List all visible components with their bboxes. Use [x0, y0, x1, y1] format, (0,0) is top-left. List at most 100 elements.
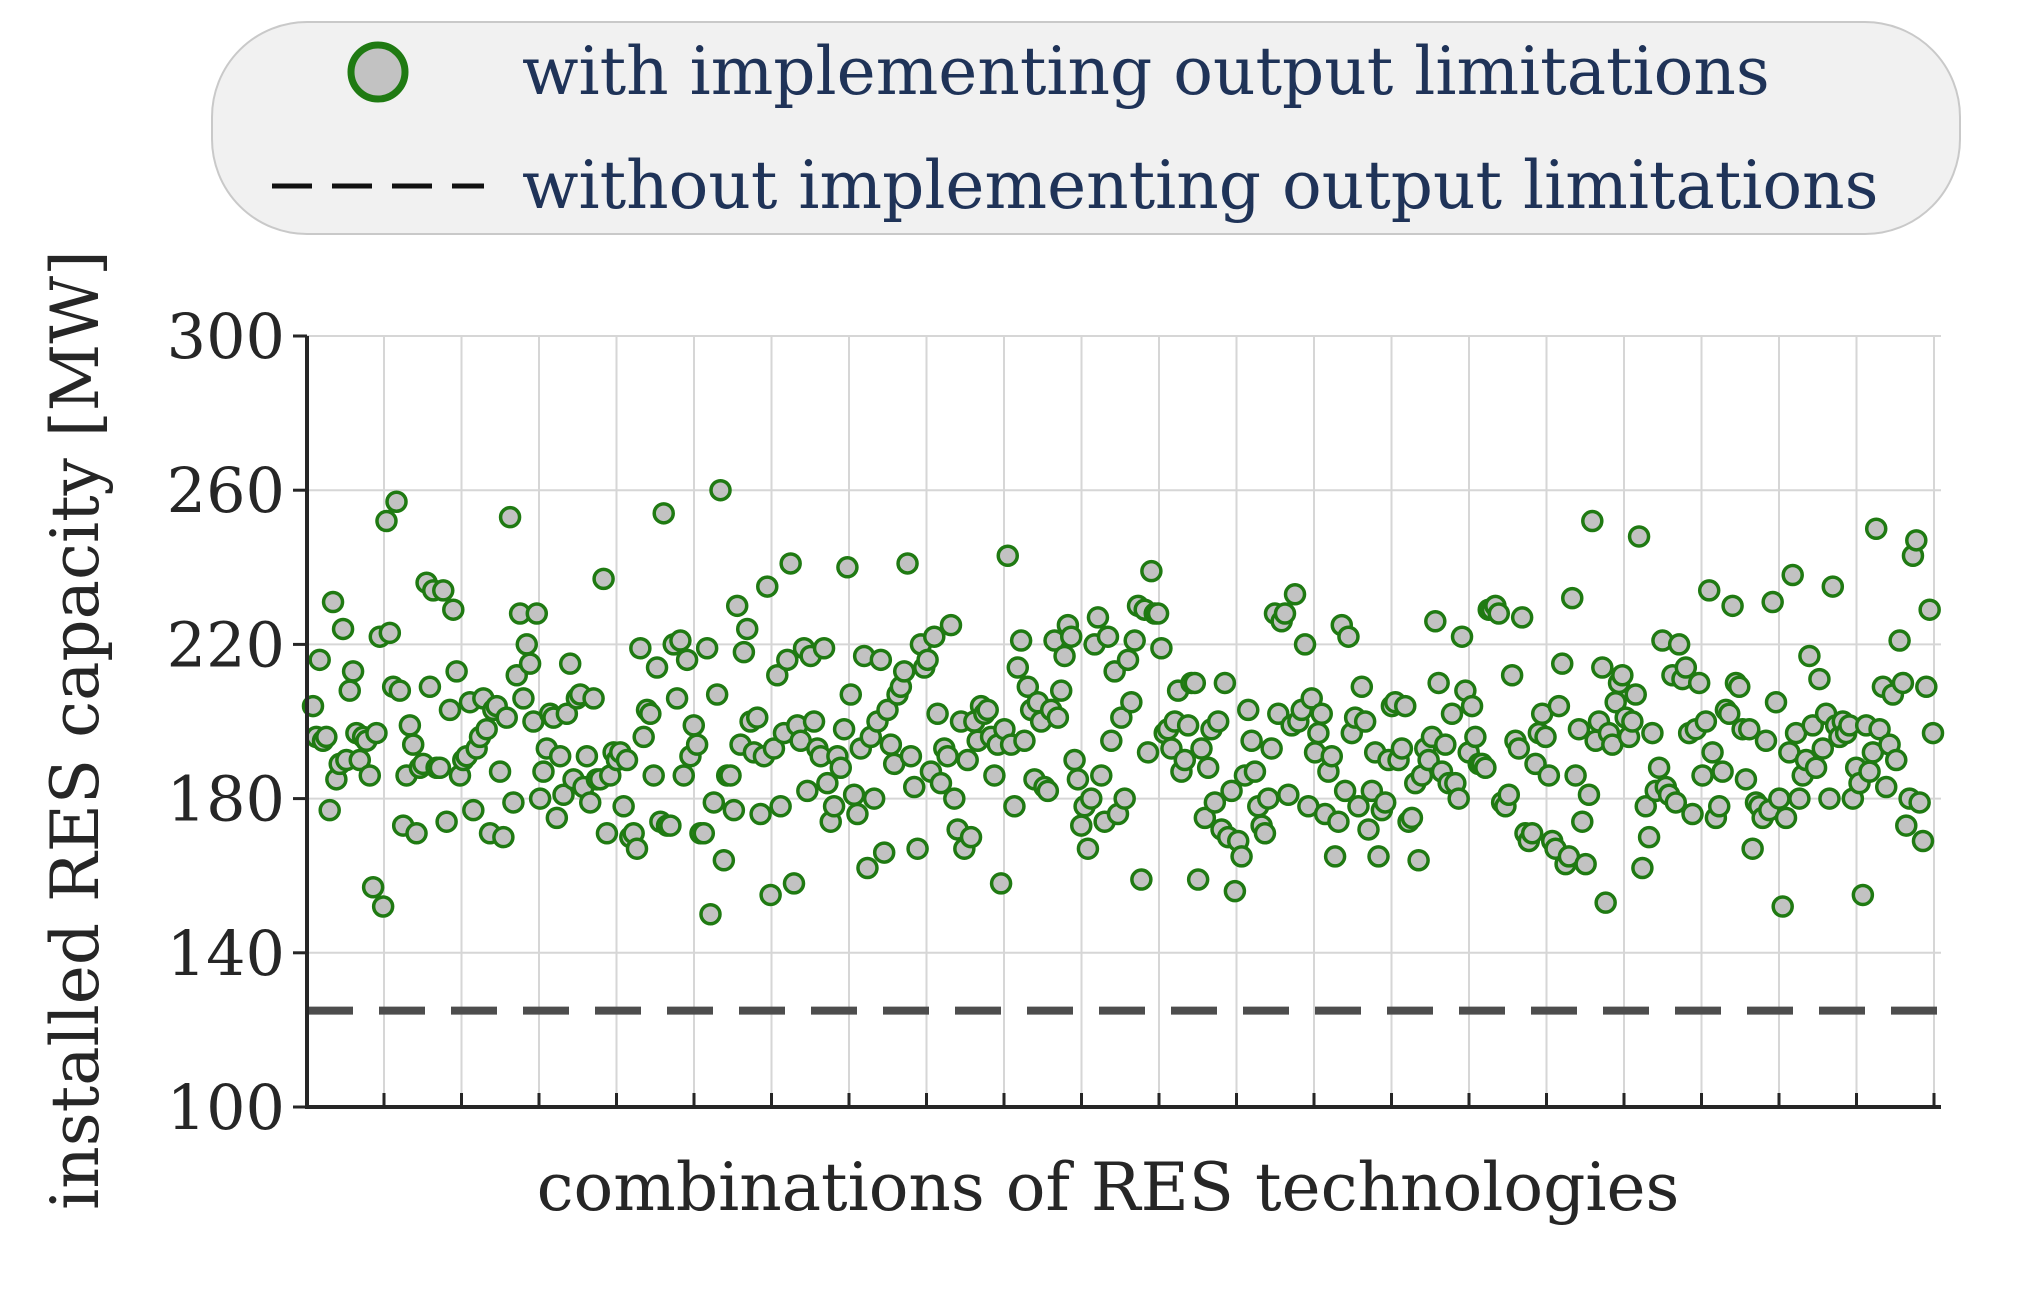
data-point	[1176, 714, 1200, 737]
data-point	[1223, 879, 1247, 903]
data-point	[1146, 602, 1170, 625]
data-point	[1277, 783, 1300, 806]
data-point	[1070, 814, 1093, 837]
data-point	[515, 633, 539, 656]
data-point	[872, 841, 896, 864]
data-point	[672, 764, 696, 787]
data-point	[1394, 694, 1417, 718]
data-point	[348, 748, 372, 772]
data-point	[862, 787, 886, 810]
data-point	[1921, 721, 1945, 745]
data-point	[525, 602, 549, 625]
data-point	[685, 733, 709, 756]
data-point	[652, 502, 675, 525]
data-point	[1624, 683, 1647, 706]
data-point	[1721, 594, 1744, 618]
data-point	[1013, 729, 1036, 753]
data-point	[1534, 725, 1557, 749]
data-point	[832, 717, 856, 741]
data-point	[1908, 791, 1931, 814]
data-point	[1086, 606, 1110, 629]
data-point	[1895, 814, 1918, 837]
y-tick-label: 140	[167, 917, 285, 990]
data-point	[1691, 764, 1714, 787]
data-point	[1497, 783, 1521, 806]
data-point	[1808, 667, 1831, 691]
data-point	[558, 652, 582, 675]
data-point	[1874, 775, 1898, 799]
data-point	[378, 621, 402, 645]
data-point	[906, 837, 929, 860]
data-point	[725, 594, 749, 618]
data-point	[746, 706, 769, 729]
data-point	[1400, 806, 1424, 830]
data-point	[595, 822, 619, 845]
data-point	[1885, 748, 1908, 772]
data-point	[1350, 675, 1374, 699]
data-point	[682, 714, 706, 737]
data-point	[1821, 575, 1845, 598]
data-point	[592, 567, 615, 591]
y-axis-label: installed RES capacity [MW]	[37, 250, 114, 1210]
data-point	[709, 478, 732, 502]
data-point	[769, 795, 792, 818]
data-point	[1373, 791, 1397, 814]
data-point	[488, 760, 512, 783]
data-point	[1687, 671, 1711, 695]
data-point	[926, 702, 949, 726]
data-point	[361, 876, 385, 899]
data-point	[1193, 806, 1217, 830]
data-point	[1049, 679, 1073, 702]
data-point	[1611, 663, 1634, 687]
data-point	[552, 783, 575, 806]
y-tick-label: 220	[167, 608, 285, 681]
data-point	[1918, 598, 1941, 621]
data-point	[699, 903, 722, 926]
data-point	[1240, 729, 1263, 753]
data-point	[1120, 690, 1143, 714]
data-point	[308, 648, 331, 672]
data-point	[502, 791, 525, 814]
data-point	[1577, 783, 1601, 806]
data-point	[1487, 602, 1511, 625]
data-point	[1561, 586, 1584, 610]
data-point	[1260, 737, 1283, 760]
data-point	[762, 737, 786, 760]
data-point	[1621, 710, 1644, 733]
data-point	[1701, 741, 1724, 764]
data-point	[1564, 764, 1587, 787]
data-point	[492, 825, 515, 849]
data-point	[1681, 802, 1704, 826]
data-point	[1096, 625, 1120, 648]
data-point	[896, 552, 919, 575]
data-point	[1507, 737, 1531, 760]
data-point	[1353, 710, 1377, 733]
data-point	[338, 679, 361, 702]
data-point	[659, 814, 682, 837]
data-point	[939, 613, 963, 637]
data-point	[1203, 791, 1227, 814]
data-point	[735, 617, 759, 641]
data-point	[776, 648, 799, 672]
data-point	[1738, 717, 1761, 741]
data-point	[1888, 629, 1911, 652]
data-point	[632, 725, 655, 749]
data-point	[438, 698, 462, 722]
data-point	[956, 748, 979, 772]
data-point	[976, 698, 999, 722]
data-point	[1915, 675, 1938, 699]
data-point	[1150, 637, 1173, 660]
y-tick-labels: 100 140 180 220 260 300	[167, 300, 285, 1144]
data-point	[1337, 625, 1360, 648]
data-point	[1036, 779, 1060, 803]
data-point	[842, 783, 866, 806]
data-point	[705, 683, 729, 706]
data-point	[375, 509, 398, 533]
data-point	[1547, 694, 1571, 718]
data-point	[1113, 787, 1136, 810]
data-point	[1781, 563, 1804, 587]
data-point	[1711, 760, 1734, 783]
data-point	[1273, 602, 1297, 625]
data-point	[1520, 822, 1544, 845]
data-point	[1571, 810, 1594, 833]
